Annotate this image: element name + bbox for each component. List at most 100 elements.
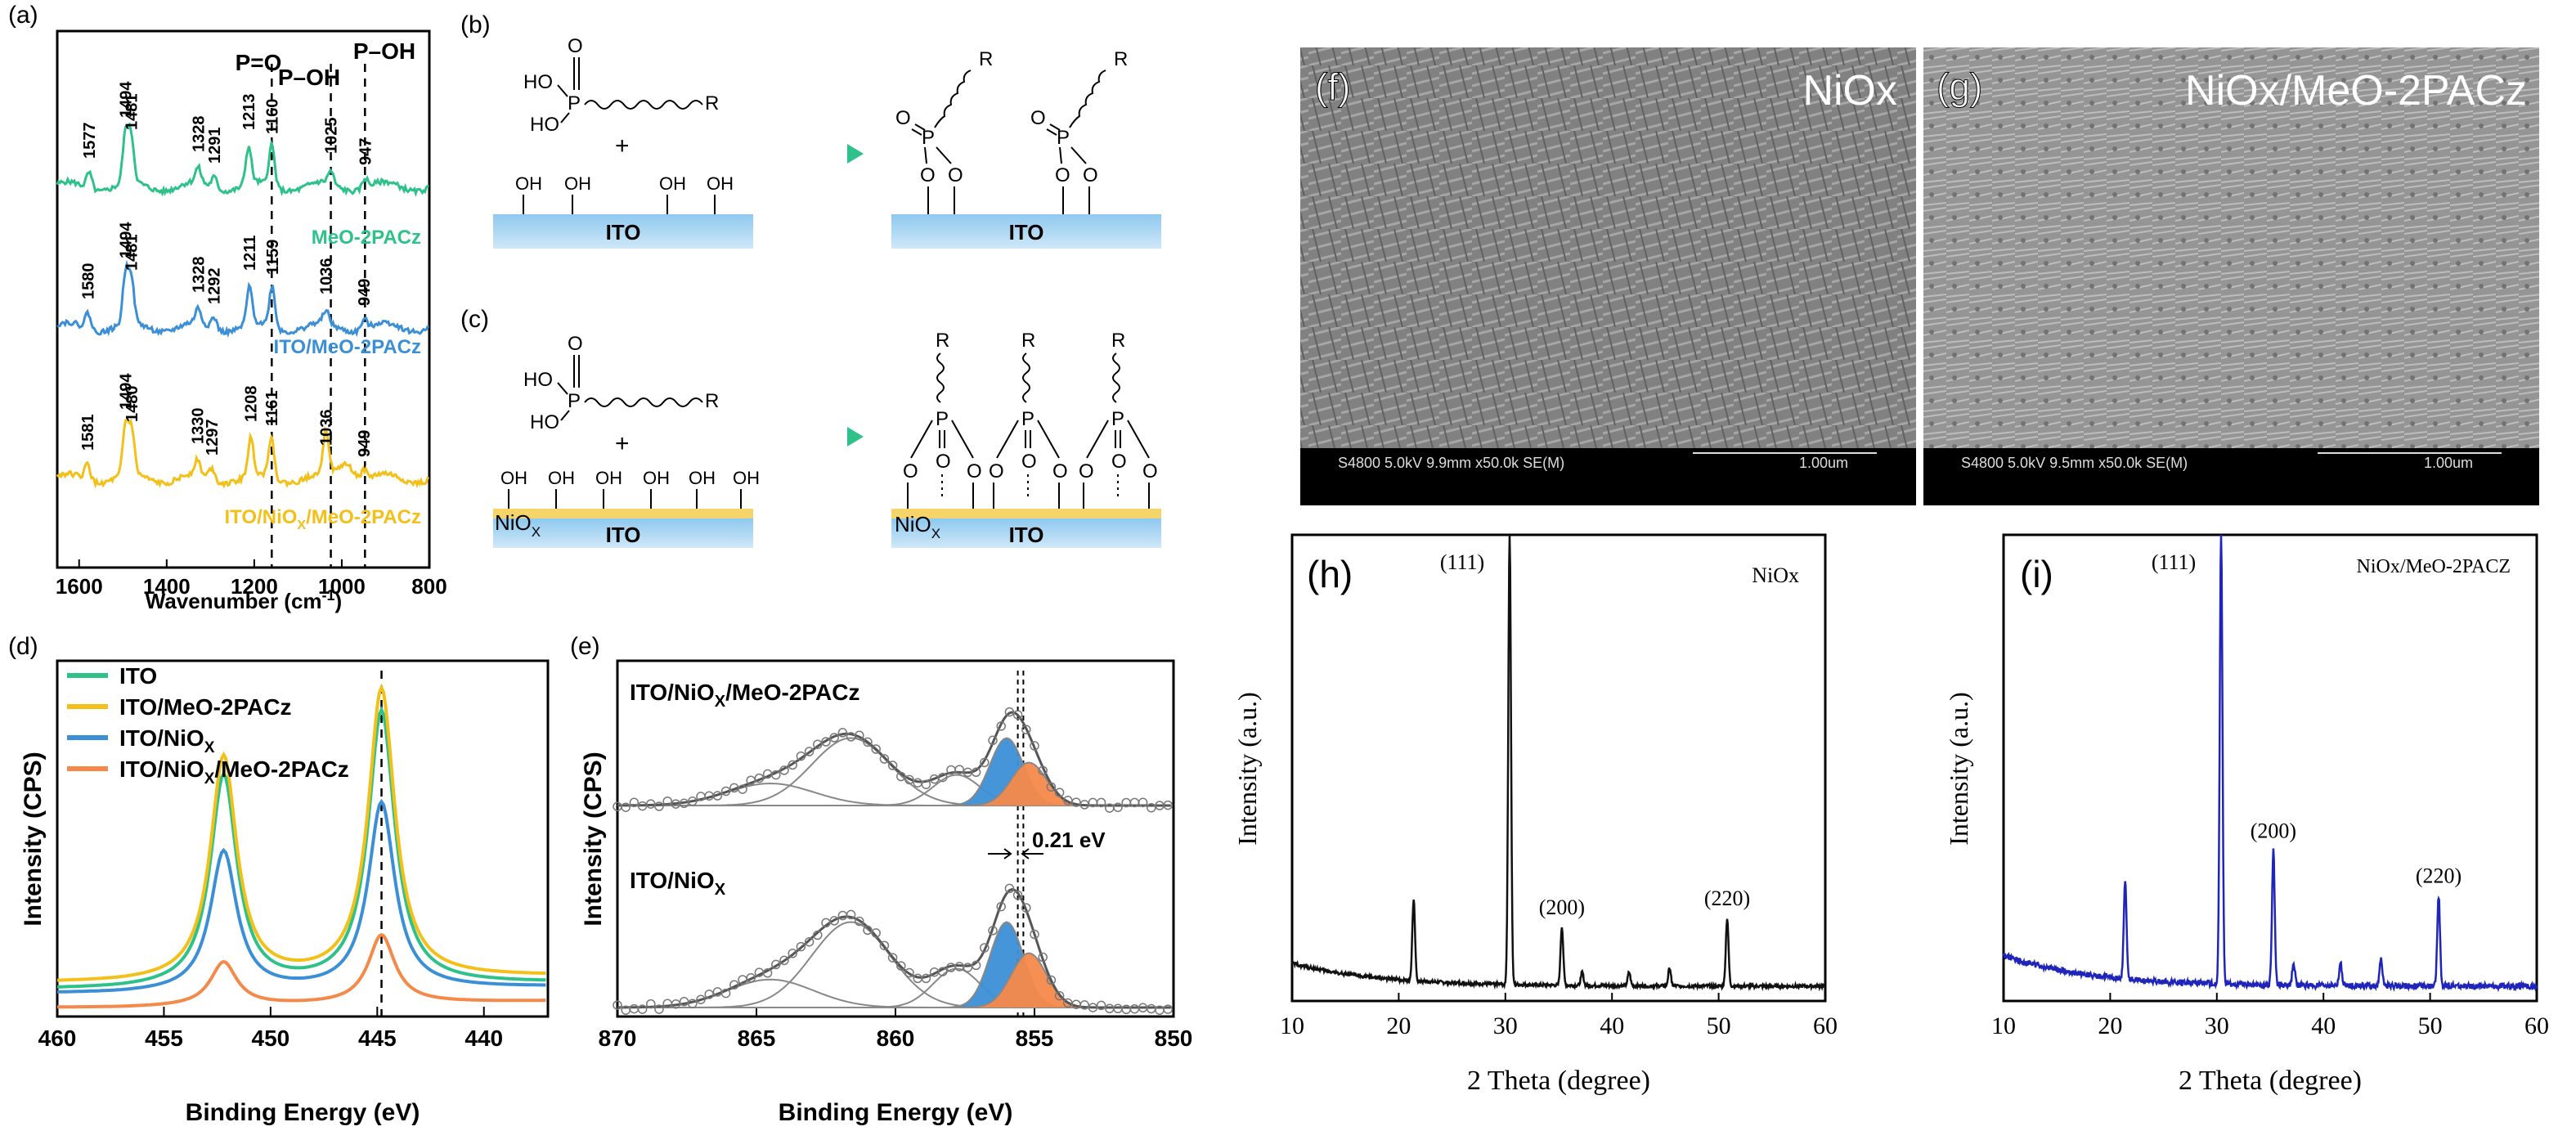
e-data-point [796,751,806,761]
e-data-point [804,936,815,947]
e-data-point [996,901,1006,912]
e-envelope [617,887,1171,1009]
oh-group: OH [595,468,622,488]
xrd-tick-label: 50 [2418,1012,2443,1039]
d-tick-label: 460 [38,1026,77,1051]
d-legend-label: ITO/MeO-2PACz [119,694,292,720]
e-data-point [704,990,714,999]
a-series-name: ITO/MeO-2PACz [274,336,421,358]
mol-b-ho: HO [523,71,553,93]
e-data-point [637,1004,648,1014]
panel-d-frame [56,659,550,1018]
a-series-name: ITO/NiOX/MeO-2PACz [225,506,421,532]
panel-h-label: (h) [1307,553,1353,595]
e-data-point [696,994,706,1004]
e-fit-component [617,737,1171,806]
a-peak-label: 1328 [190,116,208,153]
e-data-point [1030,929,1039,940]
ito-label-c2: ITO [1009,523,1044,547]
panel-e-series-2-label: ITO/NiOX [630,868,726,899]
panel-i-ylabel: Intensity (a.u.) [1944,692,1973,846]
a-peak-label: 1481 [123,235,141,272]
oh-group: OH [733,468,760,488]
e-data-point [1046,975,1057,985]
e-fit-component [617,737,1171,806]
e-tick-label: 870 [599,1026,637,1051]
d-series-line [57,932,546,1009]
niox-label-c2: NiOX [895,512,940,541]
ito-label-b2: ITO [1009,220,1044,245]
panel-a-frame [56,29,431,569]
a-peak-label: 1036 [318,410,336,447]
e-data-point [1079,800,1089,810]
a-peak-label: 1577 [81,123,99,159]
e-data-point [629,797,640,808]
bound-r: R [1111,330,1125,352]
sem-scale-f: 1.00um [1799,455,1848,471]
oh-group: OH [515,173,542,194]
sem-scale-g: 1.00um [2424,455,2473,471]
a-peak-label: 1291 [206,128,224,164]
e-data-point [729,980,739,990]
xrd-tick-label: 20 [1386,1012,1411,1039]
d-series-line [56,798,546,994]
bound-o: O [1142,460,1158,482]
bound-o: O [1055,164,1070,186]
e-data-point [1163,800,1173,810]
e-data-point [1012,710,1023,720]
bound-o: O [895,107,911,129]
e-data-point [863,737,873,747]
e-data-point [829,916,839,926]
e-data-point [788,760,797,770]
oh-group: OH [659,173,686,194]
e-data-point [762,968,773,978]
a-peak-label: 1328 [190,257,208,294]
bound-p: P [1111,408,1124,430]
e-data-point [1054,788,1065,797]
panel-d-xlabel: Binding Energy (eV) [186,1099,420,1126]
xrd-tick-label: 30 [2205,1012,2229,1039]
mol-b-plus: + [615,132,630,159]
panel-e-xlabel: Binding Energy (eV) [779,1099,1013,1126]
e-data-point [846,909,856,920]
panel-g-label: (g) [1936,65,1982,108]
d-legend-label: ITO/NiOX/MeO-2PACz [119,756,349,788]
e-data-point [646,999,656,1009]
e-data-point [988,926,998,936]
e-data-point [855,916,864,927]
panel-h-xrd: (h) NiOx 10 20 30 40 50 60 (111) (200) (220) 2 … [1232,533,1838,1096]
e-data-point [754,773,765,783]
e-fit-fill [617,762,1174,806]
d-tick-label: 455 [145,1026,183,1051]
e-data-point [746,775,756,785]
label-p-oh-2: P–OH [353,38,415,64]
xrd-peak-label: (220) [1704,886,1750,910]
a-peak-label: 1292 [206,268,224,305]
panel-h-ylabel: Intensity (a.u.) [1232,692,1262,846]
a-tick-label: 1200 [231,574,278,599]
ito-label-b1: ITO [606,220,641,245]
e-data-point [954,765,964,774]
xrd-peak-label: (220) [2416,864,2462,888]
a-series-line [56,122,429,197]
e-data-point [1138,797,1148,808]
bound-o: O [1083,164,1098,186]
e-data-point [712,791,723,801]
bound-p: P [1021,408,1034,430]
panel-e-series-1-label: ITO/NiOX/MeO-2PACz [630,680,859,711]
d-legend-label: ITO [119,663,157,689]
ito-substrate-c1 [493,518,753,548]
a-tick-label: 1400 [143,574,191,599]
a-peak-label: 1208 [243,386,261,423]
xrd-peak-label: (111) [2152,550,2196,574]
e-data-point [896,961,906,971]
e-tick-label: 855 [1016,1026,1054,1051]
e-data-point [1163,1004,1173,1014]
e-data-point [720,786,731,797]
e-data-point [621,802,631,812]
e-data-point [1054,990,1065,1001]
oh-group: OH [689,468,716,488]
e-data-point [813,930,823,940]
sem-info-bar-g [1923,448,2539,505]
e-data-point [887,761,898,770]
